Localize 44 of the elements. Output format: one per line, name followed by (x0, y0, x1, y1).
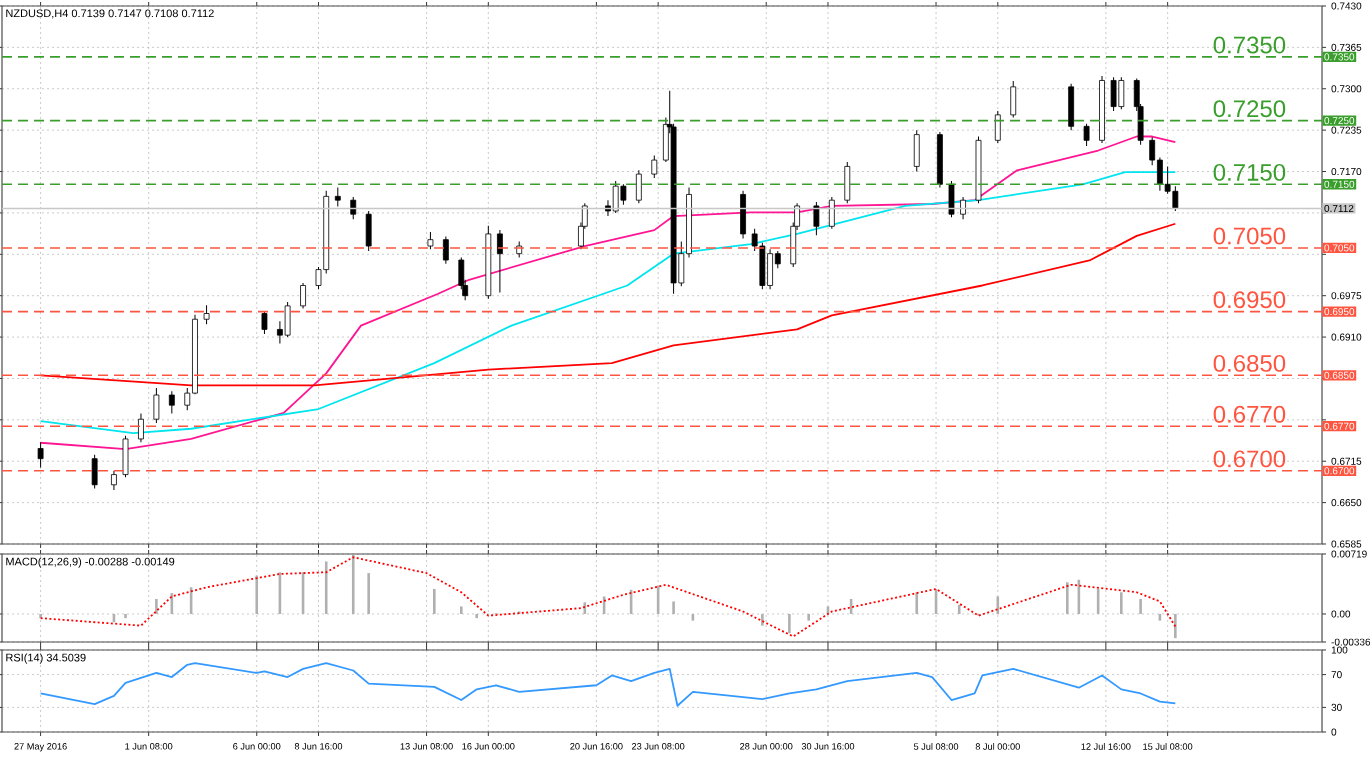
candlestick (122, 435, 129, 478)
candlestick (1110, 76, 1117, 112)
text: 0.7150 (1213, 163, 1286, 181)
text: 0.6770 (1213, 405, 1286, 423)
candlestick (138, 412, 144, 443)
candlestick (651, 155, 658, 179)
candlestick (153, 387, 160, 424)
candlestick (203, 304, 210, 325)
line-series (39, 171, 1177, 435)
candlestick (1083, 123, 1090, 147)
candlestick (37, 441, 44, 469)
candlestick (948, 180, 955, 218)
candlestick (767, 248, 773, 290)
text: 0.6850 (1213, 354, 1286, 372)
candlestick (168, 390, 175, 414)
candlestick (620, 183, 627, 206)
candlestick (1068, 83, 1075, 131)
text: 0.6950 (1213, 291, 1286, 309)
candlestick (284, 301, 291, 338)
candlestick (1010, 80, 1017, 118)
candlestick (1172, 185, 1179, 212)
text: 0.6700 (1213, 450, 1286, 468)
line-series (39, 662, 1177, 707)
candlestick (365, 210, 372, 252)
text: 0.7350 (1213, 36, 1286, 54)
candlestick (261, 311, 268, 335)
candlestick (828, 196, 835, 230)
candlestick (844, 161, 851, 204)
text: 0.7050 (1213, 227, 1286, 245)
candlestick (1118, 76, 1125, 110)
candlestick (111, 470, 117, 491)
candlestick (442, 235, 449, 265)
candlestick (612, 180, 619, 214)
candlestick (496, 229, 503, 294)
candlestick (334, 186, 341, 208)
candlestick (913, 129, 920, 173)
line-series (39, 222, 1177, 387)
candlestick (300, 282, 306, 309)
candlestick (91, 454, 98, 490)
candlestick (813, 201, 820, 236)
text: 0.7250 (1213, 100, 1286, 118)
candlestick (994, 110, 1001, 144)
candlestick (740, 190, 746, 239)
candlestick (635, 169, 642, 204)
